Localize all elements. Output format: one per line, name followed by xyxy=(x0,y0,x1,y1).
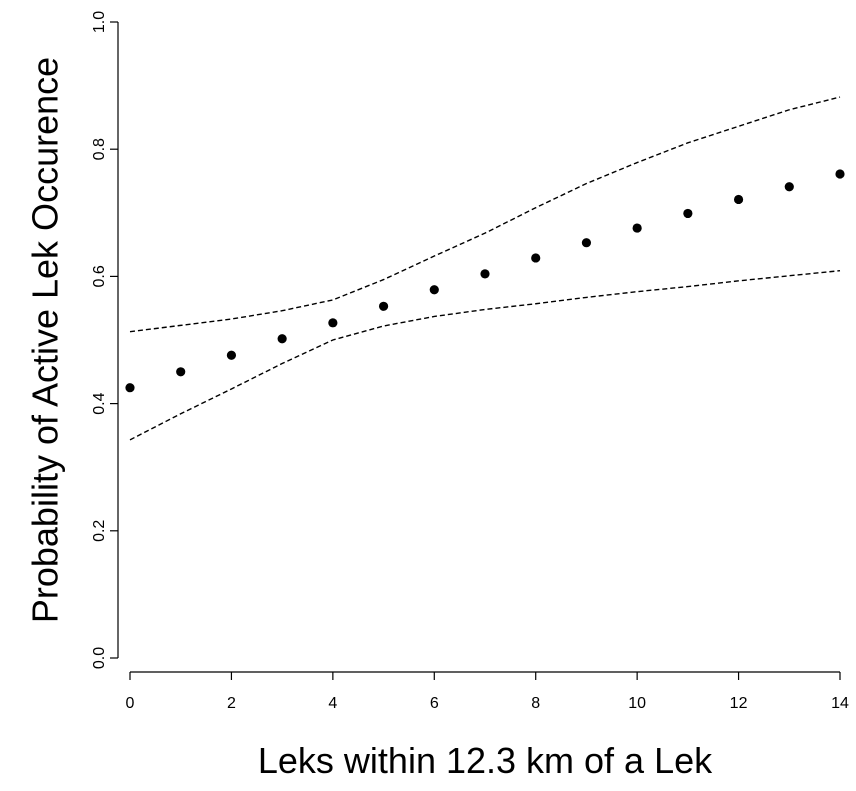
lower-confidence-line xyxy=(129,269,841,441)
data-point xyxy=(480,269,490,279)
axes: 0.0 0.2 0.4 0.6 0.8 1.0 0 2 4 6 8 10 12 14 xyxy=(91,11,849,712)
x-tick-label: 8 xyxy=(531,695,540,712)
y-ticks: 0.0 0.2 0.4 0.6 0.8 1.0 xyxy=(91,11,118,669)
x-tick-label: 4 xyxy=(328,695,337,712)
x-axis-title: Leks within 12.3 km of a Lek xyxy=(258,740,713,781)
data-point xyxy=(531,253,541,263)
data-point xyxy=(277,334,287,344)
data-point xyxy=(733,194,744,205)
x-tick-label: 2 xyxy=(227,695,236,712)
data-point xyxy=(683,208,693,219)
x-ticks: 0 2 4 6 8 10 12 14 xyxy=(126,672,849,712)
y-axis-title: Probability of Active Lek Occurence xyxy=(25,57,66,623)
data-point xyxy=(784,182,794,192)
y-tick-label: 0.4 xyxy=(91,392,108,414)
x-tick-label: 10 xyxy=(628,695,646,712)
data-point xyxy=(176,367,186,377)
series xyxy=(125,96,845,441)
x-tick-label: 6 xyxy=(430,695,439,712)
data-point xyxy=(429,285,439,295)
y-tick-label: 1.0 xyxy=(91,11,108,33)
data-point xyxy=(581,238,592,248)
x-tick-label: 12 xyxy=(730,695,748,712)
data-point xyxy=(632,223,642,233)
data-point xyxy=(835,169,845,179)
axis-titles: Leks within 12.3 km of a Lek Probability… xyxy=(25,57,714,781)
x-tick-label: 0 xyxy=(126,695,135,712)
data-point xyxy=(226,350,237,360)
estimate-points xyxy=(125,169,845,393)
y-tick-label: 0.2 xyxy=(91,520,108,542)
y-tick-label: 0.8 xyxy=(91,138,108,160)
upper-confidence-line xyxy=(129,96,841,333)
data-point xyxy=(328,318,338,328)
x-tick-label: 14 xyxy=(831,695,849,712)
y-tick-label: 0.0 xyxy=(91,647,108,669)
data-point xyxy=(378,301,389,311)
y-tick-label: 0.6 xyxy=(91,265,108,287)
data-point xyxy=(125,383,135,393)
